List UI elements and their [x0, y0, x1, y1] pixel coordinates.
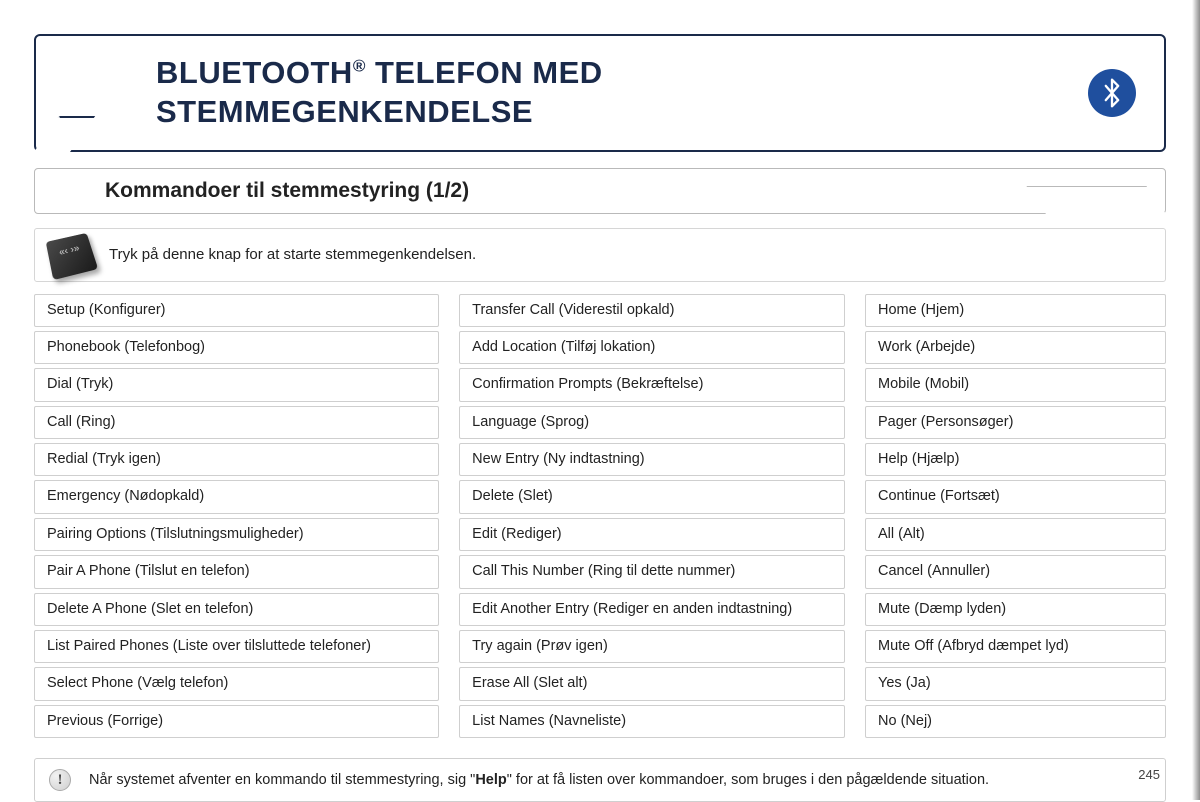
command-cell: Redial (Tryk igen) — [34, 443, 439, 476]
command-cell: Setup (Konfigurer) — [34, 294, 439, 327]
voice-button-icon: «‹ ›» — [49, 235, 93, 275]
command-cell: Pager (Personsøger) — [865, 406, 1166, 439]
command-cell: Cancel (Annuller) — [865, 555, 1166, 588]
instruction-text: Tryk på denne knap for at starte stemmeg… — [109, 246, 476, 263]
command-cell: Help (Hjælp) — [865, 443, 1166, 476]
registered-mark: ® — [353, 57, 366, 76]
command-cell: Mute Off (Afbryd dæmpet lyd) — [865, 630, 1166, 663]
bluetooth-icon — [1088, 69, 1136, 117]
help-post: " for at få listen over kommandoer, som … — [507, 772, 989, 788]
commands-col-2: Transfer Call (Viderestil opkald) Add Loc… — [459, 294, 845, 743]
command-cell: Edit Another Entry (Rediger en anden ind… — [459, 593, 845, 626]
command-cell: Previous (Forrige) — [34, 705, 439, 738]
command-cell: Erase All (Slet alt) — [459, 667, 845, 700]
command-cell: Confirmation Prompts (Bekræftelse) — [459, 368, 845, 401]
command-cell: Phonebook (Telefonbog) — [34, 331, 439, 364]
command-cell: Pair A Phone (Tilslut en telefon) — [34, 555, 439, 588]
command-cell: Work (Arbejde) — [865, 331, 1166, 364]
command-cell: New Entry (Ny indtastning) — [459, 443, 845, 476]
subtitle-frame: Kommandoer til stemmestyring (1/2) — [34, 168, 1166, 214]
title-line1-suffix: TELEFON MED — [366, 55, 603, 90]
manual-page: BLUETOOTH® TELEFON MED STEMMEGENKENDELSE… — [0, 0, 1200, 800]
title-frame: BLUETOOTH® TELEFON MED STEMMEGENKENDELSE — [34, 34, 1166, 152]
instruction-row: «‹ ›» Tryk på denne knap for at starte s… — [34, 228, 1166, 282]
title-line2: STEMMEGENKENDELSE — [156, 94, 533, 129]
command-cell: Mobile (Mobil) — [865, 368, 1166, 401]
command-cell: Transfer Call (Viderestil opkald) — [459, 294, 845, 327]
command-cell: Emergency (Nødopkald) — [34, 480, 439, 513]
page-title: BLUETOOTH® TELEFON MED STEMMEGENKENDELSE — [156, 54, 603, 132]
help-bold: Help — [475, 772, 506, 788]
command-cell: All (Alt) — [865, 518, 1166, 551]
command-cell: Delete A Phone (Slet en telefon) — [34, 593, 439, 626]
command-cell: Select Phone (Vælg telefon) — [34, 667, 439, 700]
command-cell: List Names (Navneliste) — [459, 705, 845, 738]
title-corner-cut — [34, 116, 95, 152]
title-line1-prefix: BLUETOOTH — [156, 55, 353, 90]
help-note: ! Når systemet afventer en kommando til … — [34, 758, 1166, 802]
command-cell: Dial (Tryk) — [34, 368, 439, 401]
command-cell: List Paired Phones (Liste over tilslutte… — [34, 630, 439, 663]
page-number: 245 — [1138, 767, 1160, 782]
commands-col-3: Home (Hjem) Work (Arbejde) Mobile (Mobil) P… — [865, 294, 1166, 743]
help-pre: Når systemet afventer en kommando til st… — [89, 772, 475, 788]
command-cell: Mute (Dæmp lyden) — [865, 593, 1166, 626]
subtitle-corner-cut — [1026, 186, 1166, 214]
command-cell: Try again (Prøv igen) — [459, 630, 845, 663]
command-cell: Home (Hjem) — [865, 294, 1166, 327]
commands-col-1: Setup (Konfigurer) Phonebook (Telefonbog)… — [34, 294, 439, 743]
command-cell: Add Location (Tilføj lokation) — [459, 331, 845, 364]
command-cell: Delete (Slet) — [459, 480, 845, 513]
command-cell: Edit (Rediger) — [459, 518, 845, 551]
help-note-text: Når systemet afventer en kommando til st… — [89, 772, 989, 788]
command-cell: Call (Ring) — [34, 406, 439, 439]
scan-edge-shadow — [1192, 0, 1200, 800]
command-cell: Yes (Ja) — [865, 667, 1166, 700]
command-cell: Pairing Options (Tilslutningsmuligheder) — [34, 518, 439, 551]
command-cell: No (Nej) — [865, 705, 1166, 738]
commands-grid: Setup (Konfigurer) Phonebook (Telefonbog)… — [34, 294, 1166, 743]
info-icon: ! — [49, 769, 71, 791]
subtitle: Kommandoer til stemmestyring (1/2) — [105, 179, 1137, 203]
command-cell: Call This Number (Ring til dette nummer) — [459, 555, 845, 588]
command-cell: Language (Sprog) — [459, 406, 845, 439]
command-cell: Continue (Fortsæt) — [865, 480, 1166, 513]
